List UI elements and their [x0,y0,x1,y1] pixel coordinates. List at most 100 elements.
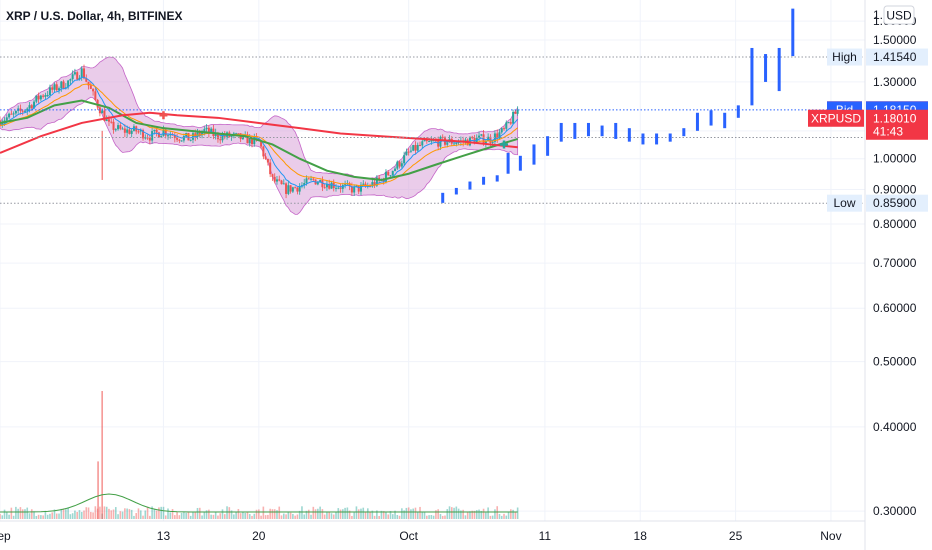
volume-bar [3,509,6,519]
volume-bar [214,511,217,519]
projection-bar [627,128,631,142]
volume-bar [69,514,72,519]
price-tick-label: 0.30000 [873,504,917,518]
candle-body [187,132,190,141]
volume-bar [262,506,265,519]
candle-body [153,129,156,132]
projection-bar [777,47,781,92]
volume-bar [90,511,92,519]
candle-body [89,85,92,89]
volume-bar [405,507,408,519]
volume-bar [153,509,156,519]
candle-body [328,184,331,189]
candle-body [262,146,265,157]
volume-bar [414,507,417,519]
volume-bar [194,511,197,519]
time-tick-label: Sep [0,529,11,543]
candle-body [421,141,424,146]
volume-bar [253,513,256,519]
projection-bar [764,54,768,82]
currency-button-label[interactable]: USD [886,9,912,23]
currency-button[interactable] [883,5,915,25]
volume-bar [28,513,31,519]
volume-bar [15,506,17,519]
volume-bar [205,510,208,519]
volume-bar [339,509,342,519]
candle-body [500,128,503,133]
volume-histogram [0,391,519,519]
volume-bar [228,507,231,519]
volume-bar [133,515,135,519]
last-tag-countdown: 41:43 [873,124,903,138]
time-axis[interactable]: Sep 13 20 Oct 11 18 25 Nov [0,529,842,543]
candle-body [507,122,510,124]
candle-body [291,187,294,192]
volume-bar [160,506,162,519]
partial-price-tick: 1. [873,8,883,22]
volume-bar [51,512,54,519]
volume-bar [251,515,253,519]
volume-bar [360,508,362,519]
volume-bar [108,508,110,519]
candle-body [189,139,192,141]
volume-bar [394,510,396,519]
volume-bar [432,515,435,519]
candle-body [92,88,95,92]
volume-bar [17,508,19,519]
signal-markers [159,111,509,149]
volume-bar [444,515,446,519]
volume-bar [192,512,194,519]
candle-body [123,128,126,133]
volume-bar [137,508,140,519]
candle-body [278,179,281,181]
price-axis[interactable]: 0.30000 0.40000 0.50000 0.60000 0.70000 0.800… [873,14,917,518]
candle-body [246,134,249,144]
volume-bar [1,515,4,519]
projection-bar [586,122,590,137]
candle-body [198,131,201,136]
candle-body [303,183,306,186]
candle-body [207,127,210,134]
volume-bar [110,510,113,519]
volume-bar [117,514,119,519]
projection-bar [655,133,659,145]
projection-bar [736,105,740,118]
volume-bar [312,506,315,519]
candle-body [348,183,351,187]
candle-body [130,130,133,134]
projection-bar [468,181,472,190]
candle-body [335,187,338,189]
candle-body [216,132,219,140]
projection-bar [750,47,754,106]
candle-body [139,129,142,132]
candle-body [19,108,22,111]
candle-body [33,101,36,109]
candle-body [484,141,487,144]
volume-bar [380,510,383,519]
cross-marker [159,111,168,120]
candle-body [330,182,333,189]
volume-bar [135,513,138,519]
volume-bar [35,515,38,519]
projection-bars [441,8,795,203]
volume-bar [226,506,228,519]
candle-body [312,178,315,180]
volume-bar [235,511,237,519]
volume-bar [292,513,294,519]
volume-bar [271,509,274,519]
candle-body [455,143,458,145]
candle-body [173,135,176,139]
price-tick-label: 0.50000 [873,355,917,369]
candle-body [94,91,97,100]
volume-bar [503,513,505,519]
price-tick-label: 0.40000 [873,420,917,434]
projection-bar [532,144,536,165]
volume-bar [242,511,244,519]
candle-body [275,179,278,182]
candle-body [35,95,38,102]
volume-bar [344,507,346,519]
candle-body [362,183,365,185]
volume-bar [167,508,169,519]
volume-bar [398,515,401,519]
